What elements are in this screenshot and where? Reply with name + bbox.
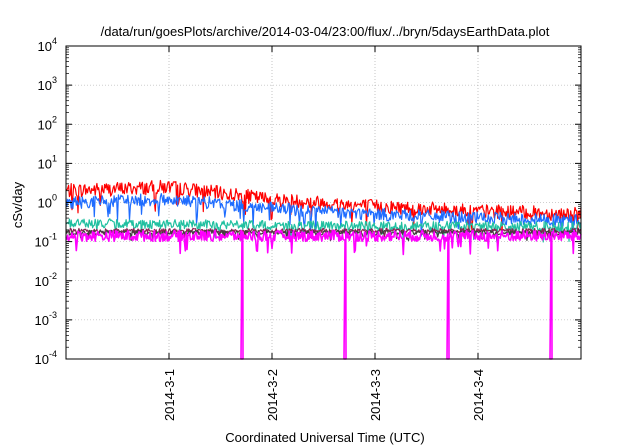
y-axis-label: cSv/day: [10, 181, 25, 228]
plot-frame: [65, 45, 582, 360]
y-tick-label: 103: [38, 75, 57, 93]
x-axis: 2014-3-1 2014-3-2 2014-3-3 2014-3-4: [162, 46, 486, 421]
y-tick-label: 10-4: [35, 349, 57, 367]
y-tick-label: 10-3: [35, 310, 57, 328]
y-tick-label: 10-2: [35, 271, 57, 289]
x-tick-label: 2014-3-2: [265, 369, 280, 421]
x-tick-label: 2014-3-3: [368, 369, 383, 421]
x-tick-label: 2014-3-1: [162, 369, 177, 421]
series-lines: [65, 179, 582, 360]
series-line-3: [65, 218, 582, 243]
series-line-6: [65, 229, 582, 360]
series-line-1: [65, 179, 582, 236]
x-tick-label: 2014-3-4: [471, 369, 486, 421]
y-tick-label: 10-1: [35, 232, 57, 250]
series-line-4: [65, 227, 582, 239]
y-tick-label: 102: [38, 114, 57, 132]
y-tick-label: 104: [38, 36, 57, 54]
y-tick-label: 100: [38, 193, 57, 211]
y-tick-label: 101: [38, 153, 57, 171]
series-line-2: [65, 193, 582, 239]
x-axis-label: Coordinated Universal Time (UTC): [225, 430, 424, 445]
grid: [66, 46, 581, 359]
series-line-5: [65, 229, 582, 242]
chart-title: /data/run/goesPlots/archive/2014-03-04/2…: [101, 24, 550, 39]
